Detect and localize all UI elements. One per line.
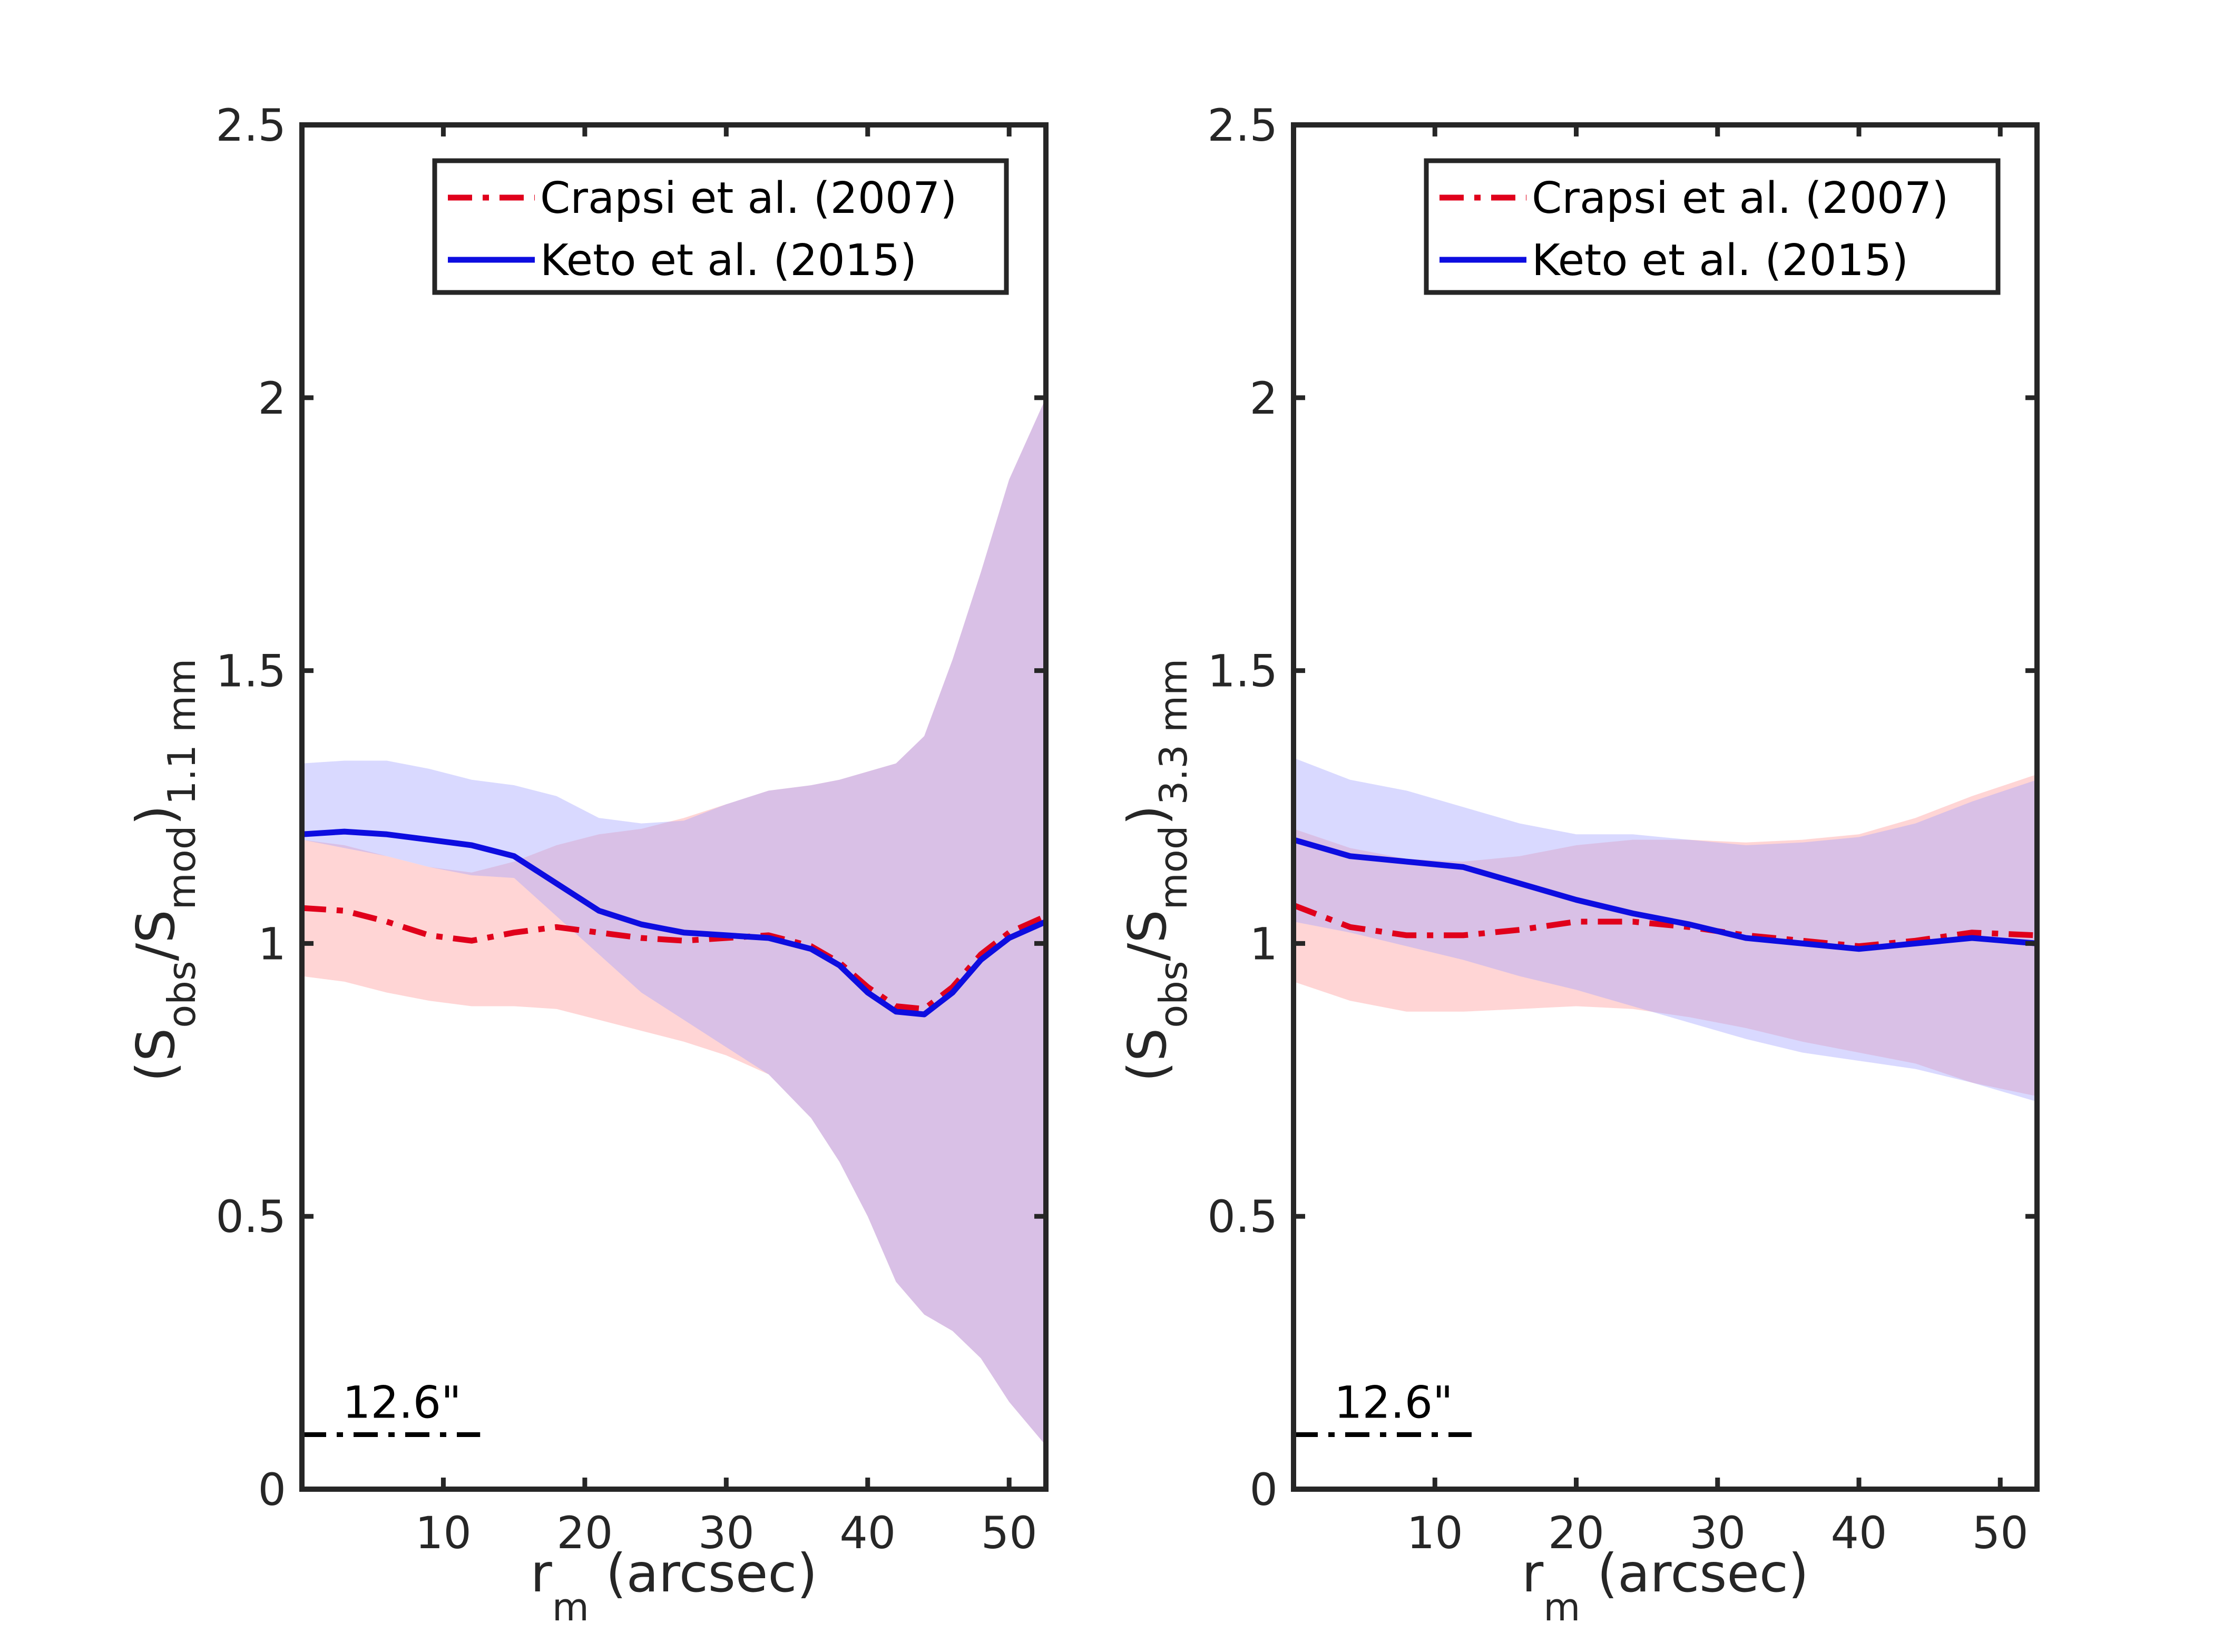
y-axis-title: (Sobs/Smod)1.1 mm xyxy=(125,659,204,1082)
y-tick-label: 0 xyxy=(1250,1464,1278,1516)
legend: Crapsi et al. (2007) Keto et al. (2015) xyxy=(1424,158,2001,295)
x-tick-label: 30 xyxy=(698,1507,755,1559)
beam-scale-label: 12.6" xyxy=(1334,1376,1453,1428)
band-keto xyxy=(302,397,1046,1446)
legend-box xyxy=(1424,158,2001,295)
legend-label-keto: Keto et al. (2015) xyxy=(540,236,917,286)
legend: Crapsi et al. (2007) Keto et al. (2015) xyxy=(432,158,1009,295)
y-tick-label: 2.5 xyxy=(216,100,286,151)
y-tick-label: 2.5 xyxy=(1207,100,1278,151)
band-crapsi xyxy=(1294,774,2037,1097)
legend-label-keto: Keto et al. (2015) xyxy=(1532,236,1908,286)
axes-box xyxy=(299,122,1049,1492)
axes-box xyxy=(1291,122,2040,1492)
panel-left: 12.6" 0 0.5 1 1.5 2 2.5 10 20 30 40 50 rm (arcsec) (S… xyxy=(125,100,1049,1629)
y-tick-label: 0.5 xyxy=(1207,1191,1278,1243)
y-tick-label: 1 xyxy=(258,918,286,970)
y-tick-label: 0 xyxy=(258,1464,286,1516)
x-tick-label: 40 xyxy=(1831,1507,1887,1559)
x-tick-label: 40 xyxy=(839,1507,896,1559)
x-tick-label: 20 xyxy=(556,1507,613,1559)
x-tick-label: 20 xyxy=(1548,1507,1604,1559)
beam-scale-label: 12.6" xyxy=(342,1376,462,1428)
x-tick-label: 50 xyxy=(1972,1507,2029,1559)
series-line-keto xyxy=(301,828,1047,1018)
y-tick-label: 0.5 xyxy=(216,1191,286,1243)
y-tick-label: 2 xyxy=(1250,373,1278,424)
x-tick-label: 50 xyxy=(981,1507,1037,1559)
y-tick-label: 1.5 xyxy=(1207,646,1278,697)
band-keto xyxy=(1294,758,2037,1102)
y-tick-label: 1 xyxy=(1250,918,1278,970)
series-line-crapsi xyxy=(1292,902,2038,950)
band-crapsi xyxy=(302,397,1046,1446)
y-axis-title: (Sobs/Smod)3.3 mm xyxy=(1117,659,1196,1082)
x-tick-label: 10 xyxy=(415,1507,472,1559)
series-line-keto xyxy=(1292,837,2038,952)
y-tick-label: 2 xyxy=(258,373,286,424)
legend-box xyxy=(432,158,1009,295)
y-tick-label: 1.5 xyxy=(216,646,286,697)
x-axis-title: rm (arcsec) xyxy=(531,1542,818,1629)
x-axis-title: rm (arcsec) xyxy=(1522,1542,1809,1629)
x-tick-label: 30 xyxy=(1689,1507,1746,1559)
panel-right: 12.6" 0 0.5 1 1.5 2 2.5 10 20 30 40 50 rm (arcsec) (S… xyxy=(1117,100,2040,1629)
legend-label-crapsi: Crapsi et al. (2007) xyxy=(1532,173,1948,223)
legend-label-crapsi: Crapsi et al. (2007) xyxy=(540,173,957,223)
x-tick-label: 10 xyxy=(1407,1507,1463,1559)
